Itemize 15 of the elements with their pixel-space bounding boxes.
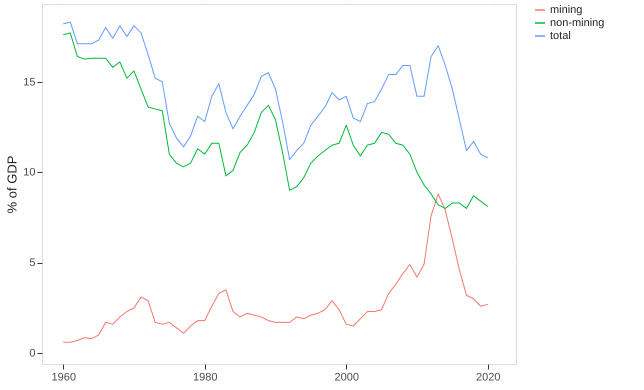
- x-tick-label: 2000: [334, 372, 359, 384]
- x-tick-label: 1980: [192, 372, 218, 384]
- legend-label: non-mining: [550, 17, 604, 29]
- y-axis-title: % of GDP: [4, 156, 20, 214]
- line-series: [62, 193, 488, 343]
- y-tick-label: 15: [23, 76, 36, 88]
- y-tick-label: 5: [29, 257, 36, 270]
- line-series: [62, 22, 488, 160]
- x-tick-label: 1960: [51, 372, 76, 384]
- legend-label: total: [550, 30, 571, 42]
- line-series: [62, 32, 488, 209]
- legend-label: mining: [550, 4, 582, 16]
- y-tick-label: 0: [29, 348, 36, 360]
- y-tick-label: 10: [23, 166, 36, 179]
- x-tick-label: 2020: [476, 372, 500, 384]
